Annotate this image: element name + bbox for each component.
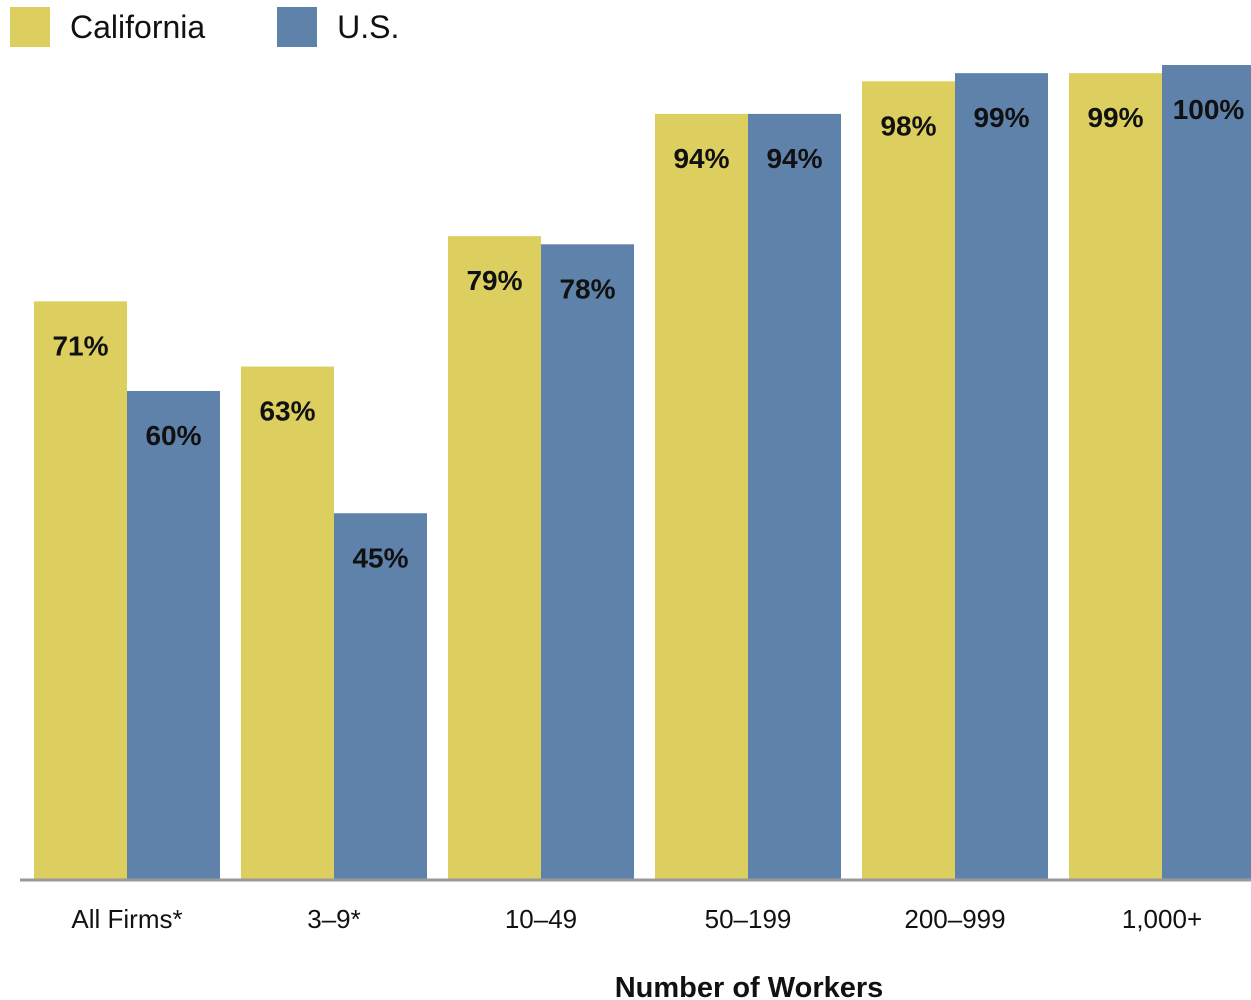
- bar-california-3: [655, 113, 748, 880]
- x-tick-labels: All Firms* 3–9* 10–49 50–199 200–999 1,000+: [71, 904, 1202, 934]
- x-axis-title: Number of Workers: [615, 972, 884, 1000]
- data-label-us-0: 60%: [145, 420, 201, 451]
- x-tick-label-4: 200–999: [904, 904, 1005, 934]
- data-label-california-0: 71%: [52, 330, 108, 361]
- data-label-us-2: 78%: [559, 273, 615, 304]
- bar-us-0: [127, 391, 220, 880]
- legend-label-california: California: [70, 8, 206, 45]
- data-label-california-1: 63%: [259, 396, 315, 427]
- x-tick-label-0: All Firms*: [71, 904, 182, 934]
- bar-california-4: [862, 81, 955, 881]
- legend: California U.S.: [10, 7, 471, 47]
- bar-us-3: [748, 113, 841, 880]
- legend-item-us: U.S.: [277, 7, 399, 47]
- legend-item-california: California: [10, 7, 205, 47]
- bar-us-5: [1162, 65, 1251, 880]
- data-label-us-5: 100%: [1173, 94, 1245, 125]
- legend-label-us: U.S.: [337, 8, 400, 45]
- data-label-us-1: 45%: [352, 542, 408, 573]
- bar-us-4: [955, 73, 1048, 880]
- bar-us-2: [541, 244, 634, 881]
- data-label-california-2: 79%: [466, 265, 522, 296]
- x-tick-label-3: 50–199: [705, 904, 792, 934]
- data-label-us-4: 99%: [973, 102, 1029, 133]
- data-label-california-5: 99%: [1087, 102, 1143, 133]
- legend-swatch-california: [10, 7, 50, 47]
- bars-layer: 71% 60% 63% 45% 79% 78% 94% 94% 98% 99% 99% 100%: [34, 65, 1251, 881]
- data-label-california-4: 98%: [880, 110, 936, 141]
- bar-california-2: [448, 236, 541, 880]
- bar-us-1: [334, 513, 427, 880]
- x-tick-label-1: 3–9*: [307, 904, 361, 934]
- bar-california-1: [241, 366, 334, 880]
- legend-swatch-us: [277, 7, 318, 47]
- data-label-us-3: 94%: [766, 143, 822, 174]
- x-tick-label-5: 1,000+: [1122, 904, 1202, 934]
- data-label-california-3: 94%: [673, 143, 729, 174]
- bar-california-5: [1069, 73, 1162, 880]
- x-tick-label-2: 10–49: [505, 904, 577, 934]
- bar-california-0: [34, 301, 127, 881]
